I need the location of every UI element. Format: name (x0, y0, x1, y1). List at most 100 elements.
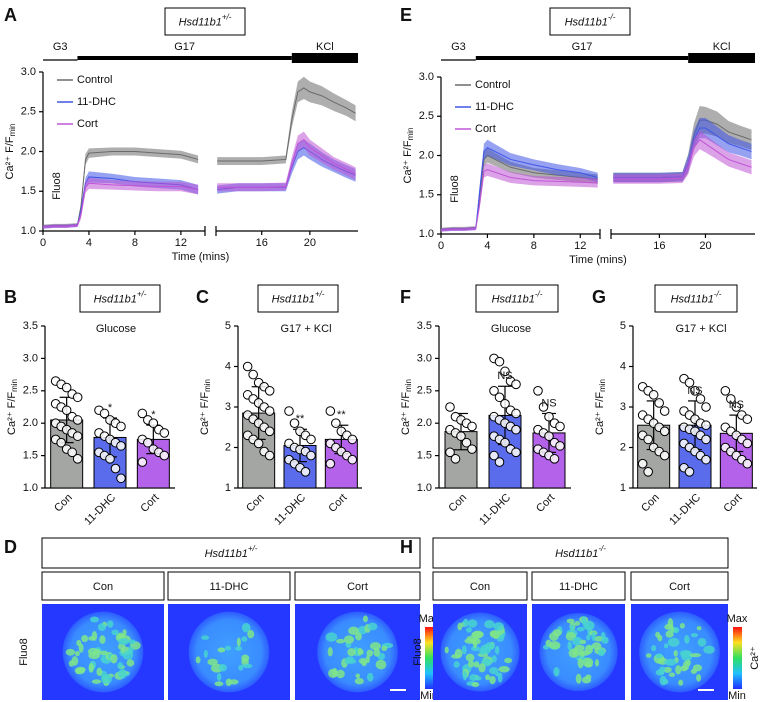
calcium-spot (663, 643, 669, 649)
data-point (511, 408, 521, 419)
calcium-spot (110, 653, 118, 664)
data-point (684, 467, 695, 477)
data-point (500, 437, 510, 448)
calcium-spot (681, 651, 693, 662)
x-tick-label: 11-DHC (667, 492, 703, 528)
calcium-spot (65, 648, 76, 656)
x-tick-label: 0 (40, 237, 46, 249)
colorbar (733, 627, 742, 689)
calcium-spot (489, 675, 496, 685)
x-axis-label: Time (mins) (172, 251, 230, 263)
calcium-spot (238, 664, 244, 671)
data-point (555, 421, 565, 432)
genotype-label: Hsd11b1+/- (179, 13, 232, 29)
x-axis-label: Time (mins) (569, 254, 627, 266)
calcium-spot (663, 666, 672, 673)
calcium-spot (126, 659, 135, 667)
data-point (450, 454, 461, 464)
data-point (742, 414, 753, 424)
data-point (61, 382, 72, 393)
colorbar-label: Ca²⁺ (749, 646, 761, 670)
calcium-spot (479, 647, 487, 655)
y-tick-label: 4 (620, 360, 626, 372)
calcium-spot (548, 641, 561, 650)
data-point (264, 450, 275, 461)
genotype-label: Hsd11b1-/- (671, 290, 722, 306)
calcium-spot (91, 679, 102, 684)
data-point (659, 406, 670, 416)
condition-box (531, 571, 626, 601)
calcium-spot (582, 657, 594, 668)
calcium-spot (659, 675, 667, 686)
calcium-spot (335, 638, 346, 644)
header-box (432, 537, 729, 569)
x-tick-label: Cort (721, 492, 744, 515)
data-point (116, 441, 126, 451)
genotype-label: Hsd11b1-/- (565, 13, 616, 29)
panel-letter: B (4, 287, 17, 307)
data-point (511, 424, 521, 435)
data-point (726, 394, 736, 404)
calcium-spot (327, 647, 333, 657)
calcium-spot (493, 622, 504, 631)
significance-label: * (151, 409, 156, 421)
calcium-spot (473, 661, 480, 668)
genotype-name: Hsd11b1 (94, 293, 137, 305)
data-point (648, 390, 659, 400)
genotype-name: Hsd11b1 (205, 548, 248, 560)
data-point (300, 467, 311, 477)
calcium-spot (332, 667, 338, 677)
data-point (143, 437, 153, 448)
y-tick-label: 2 (620, 441, 626, 453)
y-label-sub: min (8, 124, 17, 137)
calcium-spot (574, 620, 581, 626)
calcium-spot (128, 639, 136, 645)
genotype-name: Hsd11b1 (565, 16, 608, 28)
colorbar-min: Min (728, 690, 746, 702)
calcium-spot (247, 629, 255, 639)
data-point (489, 386, 499, 396)
calcium-spot (566, 618, 575, 624)
data-point (264, 386, 275, 396)
calcium-spot (478, 663, 486, 673)
calcium-spot (655, 653, 663, 659)
x-tick-label: 12 (574, 240, 586, 252)
stain-label: Fluo8 (18, 638, 30, 666)
data-point (549, 454, 560, 464)
calcium-spot (675, 665, 682, 675)
calcium-spot (241, 654, 250, 662)
genotype-superscript: -/- (714, 290, 722, 299)
calcium-spot (673, 627, 680, 634)
x-tick-label: 11-DHC (272, 492, 308, 528)
calcium-spot (471, 646, 480, 652)
data-point (347, 434, 358, 445)
y-tick-label: 2 (225, 441, 231, 453)
data-point (731, 402, 742, 412)
calcium-spot (97, 623, 107, 631)
calcium-spot (457, 622, 463, 631)
calcium-spot (241, 623, 251, 633)
calcium-spot (367, 622, 378, 631)
condition-box (167, 571, 291, 601)
calcium-spot (576, 626, 585, 632)
error-band (43, 131, 356, 229)
x-tick-label: 11-DHC (82, 492, 118, 528)
y-label-main: Ca²⁺ F/F (402, 140, 414, 183)
calcium-spot (651, 645, 657, 652)
calcium-spot (381, 645, 388, 652)
colorbar-max: Max (727, 613, 748, 625)
calcium-spot (494, 645, 500, 655)
x-tick-label: Con (446, 492, 469, 515)
calcium-spot (118, 668, 127, 679)
y-tick-label: 3.0 (417, 352, 432, 364)
stimulus-label: KCl (713, 41, 731, 53)
genotype-superscript: +/- (222, 13, 232, 22)
data-point (544, 431, 554, 441)
calcium-spot (659, 666, 666, 674)
y-tick-label: 5 (225, 320, 231, 332)
significance-label: NS (729, 399, 744, 411)
x-tick-label: 20 (304, 237, 316, 249)
panel-letter: G (592, 287, 606, 307)
data-point (110, 463, 121, 474)
calcium-spot (117, 638, 129, 645)
